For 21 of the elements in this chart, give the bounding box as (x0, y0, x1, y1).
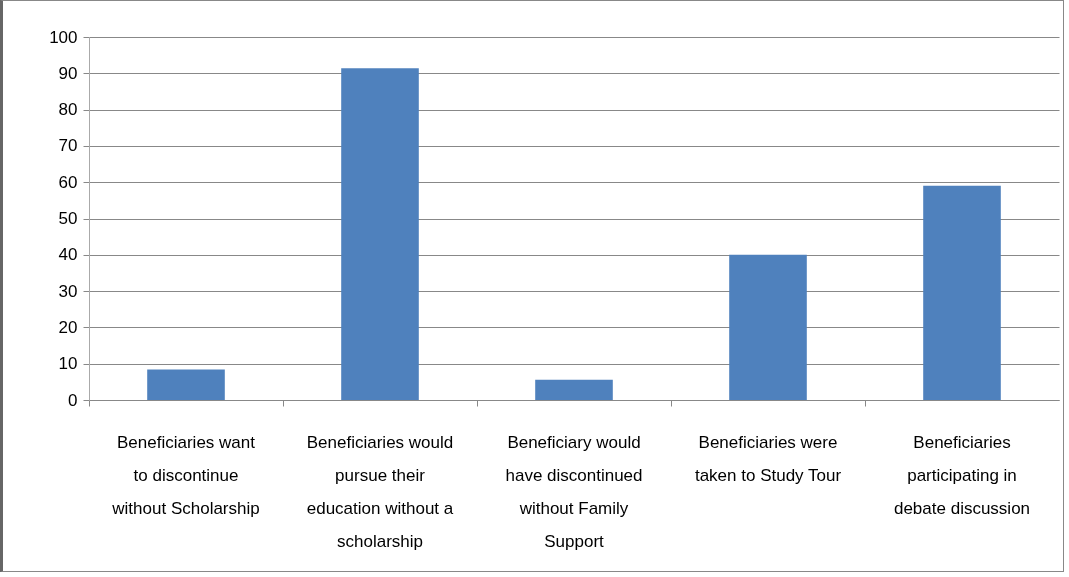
bar (147, 369, 225, 400)
y-tick-label: 70 (58, 136, 78, 156)
x-tick-label: Beneficiaries participating in debate discussion (893, 432, 1031, 518)
x-tick-label: Beneficiary would have discontinued without Family Support (505, 432, 643, 551)
y-tick-label: 60 (58, 172, 78, 192)
x-tick-label: Beneficiaries want to discontinue without Scholarship (111, 432, 260, 518)
y-tick-label: 50 (58, 209, 78, 228)
bar (535, 379, 613, 400)
y-tick-label: 30 (58, 281, 78, 301)
y-tick-label: 40 (58, 245, 78, 265)
bar (341, 68, 419, 400)
y-tick-label: 0 (68, 390, 78, 410)
y-tick-label: 80 (58, 100, 78, 120)
y-tick-label: 20 (58, 317, 78, 337)
bar (923, 185, 1001, 400)
bar (729, 254, 807, 400)
x-tick-label: Beneficiaries were taken to Study Tour (694, 432, 842, 485)
y-tick-label: 10 (58, 354, 78, 374)
y-tick-label: 100 (49, 27, 78, 47)
x-tick-label: Beneficiaries would pursue their education without a scholarship (306, 432, 454, 551)
y-tick-label: 90 (58, 63, 78, 83)
